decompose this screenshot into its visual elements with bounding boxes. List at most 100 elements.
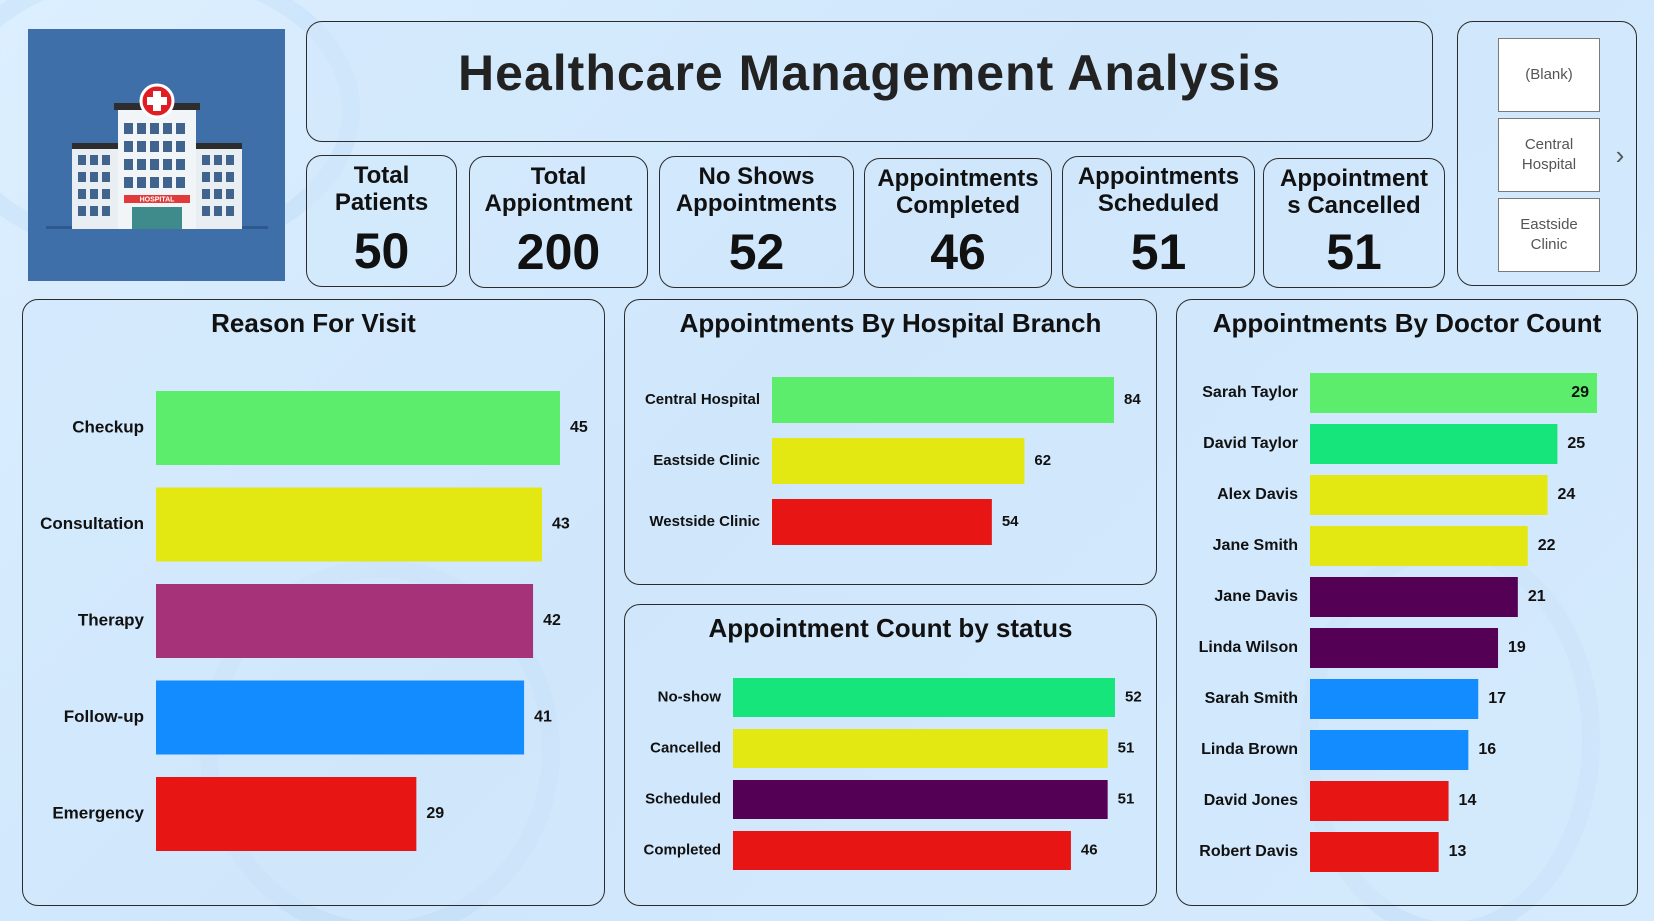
category-label: Emergency	[52, 803, 144, 822]
category-label: Sarah Taylor	[1202, 384, 1298, 401]
hospital-logo: HOSPITAL	[28, 29, 285, 281]
bar-linda-brown[interactable]	[1310, 730, 1469, 770]
category-label: Scheduled	[645, 790, 721, 807]
data-label: 25	[1567, 435, 1585, 452]
data-label: 16	[1478, 741, 1496, 758]
category-label: Eastside Clinic	[653, 452, 760, 469]
chart-appointments-by-branch: Appointments By Hospital Branch Central …	[624, 299, 1157, 585]
chart-reason-for-visit: Reason For Visit Checkup 45 Consultation 43…	[22, 299, 605, 906]
data-label: 43	[552, 516, 570, 533]
slicer-item-blank[interactable]: (Blank)	[1498, 38, 1600, 112]
bar-emergency[interactable]	[156, 777, 417, 851]
bar-robert-davis[interactable]	[1310, 832, 1439, 872]
kpi-value: 51	[1326, 224, 1382, 280]
data-label: 22	[1538, 537, 1556, 554]
bar-follow-up[interactable]	[156, 680, 525, 755]
chart-doctor-svg: Sarah Taylor 29 David Taylor 25 Alex Davis 24…	[1199, 373, 1597, 872]
chart-appointments-by-doctor: Appointments By Doctor Count Sarah Taylo…	[1176, 299, 1638, 906]
kpi-value: 52	[728, 224, 785, 280]
data-label: 51	[1118, 790, 1135, 807]
data-label: 84	[1124, 391, 1141, 408]
data-label: 29	[1571, 384, 1589, 401]
branch-slicer: (Blank) Central Hospital Eastside Clinic…	[1457, 21, 1637, 286]
kpi-label: Appointment s Cancelled	[1280, 165, 1428, 219]
kpi-total-patients: Total Patients 50	[306, 155, 457, 287]
category-label: Therapy	[78, 610, 145, 629]
data-label: 54	[1002, 513, 1019, 530]
bar-sarah-taylor[interactable]	[1310, 373, 1597, 413]
data-label: 62	[1034, 452, 1051, 469]
bar-completed[interactable]	[733, 831, 1071, 870]
kpi-label: Total Patients	[334, 162, 429, 216]
data-label: 21	[1528, 588, 1546, 605]
category-label: Alex Davis	[1217, 486, 1298, 503]
data-label: 42	[543, 612, 561, 629]
data-label: 24	[1558, 486, 1576, 503]
category-label: Jane Smith	[1213, 537, 1298, 554]
chart-title: Appointments By Hospital Branch	[679, 308, 1102, 338]
bar-alex-davis[interactable]	[1310, 475, 1548, 515]
bar-sarah-smith[interactable]	[1310, 679, 1479, 719]
bar-central-hospital[interactable]	[772, 377, 1114, 423]
bar-scheduled[interactable]	[733, 780, 1108, 819]
kpi-label: No Shows Appointments	[675, 163, 838, 217]
bar-therapy[interactable]	[156, 584, 534, 658]
kpi-label: Total Appiontment	[484, 163, 633, 217]
kpi-appointments-cancelled: Appointment s Cancelled 51	[1263, 158, 1445, 288]
svg-text:HOSPITAL: HOSPITAL	[140, 197, 176, 204]
category-label: Westside Clinic	[649, 513, 760, 530]
chart-reason-svg: Checkup 45 Consultation 43 Therapy 42 Follow-u…	[40, 391, 588, 851]
category-label: Completed	[643, 841, 721, 858]
bar-cancelled[interactable]	[733, 729, 1108, 768]
category-label: Linda Wilson	[1199, 639, 1298, 656]
category-label: Central Hospital	[645, 391, 760, 408]
kpi-appointments-completed: Appointments Completed 46	[864, 158, 1052, 288]
chart-title: Reason For Visit	[211, 308, 416, 338]
slicer-item-eastside-clinic[interactable]: Eastside Clinic	[1498, 198, 1600, 272]
bar-eastside-clinic[interactable]	[772, 438, 1025, 484]
page-title: Healthcare Management Analysis	[458, 45, 1281, 101]
chart-title: Appointment Count by status	[708, 613, 1073, 643]
data-label: 14	[1459, 792, 1477, 809]
data-label: 13	[1449, 843, 1467, 860]
kpi-label: Appointments Completed	[877, 165, 1039, 219]
category-label: Checkup	[72, 417, 144, 436]
chart-title: Appointments By Doctor Count	[1212, 308, 1602, 338]
category-label: Consultation	[40, 514, 144, 533]
chart-appointment-status: Appointment Count by status No-show 52 Can…	[624, 604, 1157, 906]
chevron-right-icon[interactable]: ›	[1615, 140, 1625, 170]
bar-no-show[interactable]	[733, 678, 1115, 717]
data-label: 52	[1125, 688, 1142, 705]
kpi-value: 200	[516, 224, 601, 280]
category-label: No-show	[658, 688, 722, 705]
chart-status-svg: No-show 52 Cancelled 51 Scheduled 51 Completed…	[643, 678, 1142, 870]
category-label: David Taylor	[1203, 435, 1298, 452]
data-label: 51	[1118, 739, 1135, 756]
kpi-appointments-scheduled: Appointments Scheduled 51	[1062, 156, 1255, 288]
bar-david-taylor[interactable]	[1310, 424, 1558, 464]
kpi-value: 50	[353, 223, 410, 279]
title-panel: Healthcare Management Analysis	[306, 21, 1433, 142]
data-label: 29	[426, 805, 444, 822]
hospital-building-icon: HOSPITAL	[46, 83, 268, 229]
bar-consultation[interactable]	[156, 487, 543, 562]
bar-linda-wilson[interactable]	[1310, 628, 1499, 668]
bar-jane-smith[interactable]	[1310, 526, 1528, 566]
kpi-total-appointment: Total Appiontment 200	[469, 156, 648, 288]
bar-checkup[interactable]	[156, 391, 560, 465]
data-label: 45	[570, 419, 588, 436]
data-label: 19	[1508, 639, 1526, 656]
category-label: David Jones	[1204, 792, 1298, 809]
slicer-item-central-hospital[interactable]: Central Hospital	[1498, 118, 1600, 192]
category-label: Robert Davis	[1199, 843, 1298, 860]
data-label: 17	[1488, 690, 1506, 707]
bar-jane-davis[interactable]	[1310, 577, 1518, 617]
chart-branch-svg: Central Hospital 84 Eastside Clinic 62 Wests…	[645, 377, 1141, 545]
category-label: Sarah Smith	[1205, 690, 1298, 707]
category-label: Jane Davis	[1214, 588, 1298, 605]
kpi-label: Appointments Scheduled	[1077, 163, 1240, 217]
kpi-no-shows: No Shows Appointments 52	[659, 156, 854, 288]
category-label: Cancelled	[650, 739, 721, 756]
bar-westside-clinic[interactable]	[772, 499, 992, 545]
bar-david-jones[interactable]	[1310, 781, 1449, 821]
